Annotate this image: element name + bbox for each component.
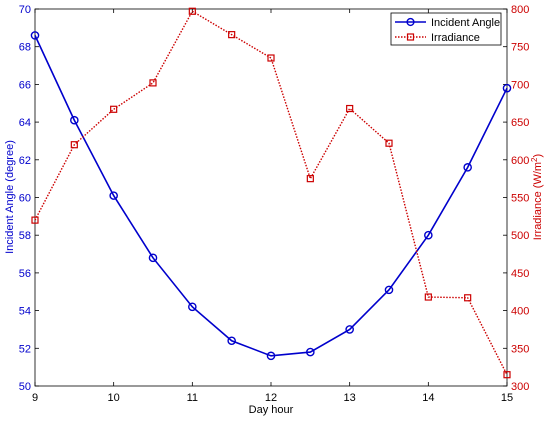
data-point-irradiance	[70, 141, 78, 149]
left-axis-label: Incident Angle (degree)	[4, 140, 16, 254]
legend-label-irradiance: Irradiance	[431, 32, 480, 44]
data-point-irradiance	[267, 54, 275, 62]
right-tick-label: 450	[511, 268, 529, 280]
data-point-incident-angle	[188, 302, 197, 312]
right-axis-label-superscript: 2	[530, 157, 539, 162]
left-tick-label: 54	[19, 306, 31, 318]
x-tick-label: 12	[265, 392, 277, 404]
legend-label-incident-angle: Incident Angle	[431, 17, 500, 29]
x-tick-label: 13	[344, 392, 356, 404]
series-incident-angle	[30, 31, 512, 361]
left-tick-label: 66	[19, 79, 31, 91]
right-tick-label: 800	[511, 4, 529, 16]
data-point-incident-angle	[345, 325, 354, 334]
left-tick-label: 56	[19, 268, 31, 280]
right-tick-label: 500	[511, 230, 529, 242]
right-axis-label-main: Irradiance (W/m	[532, 162, 544, 240]
right-tick-label: 300	[511, 381, 529, 393]
right-tick-label: 400	[511, 306, 529, 318]
data-point-incident-angle	[109, 191, 118, 200]
data-point-irradiance	[346, 104, 354, 113]
left-tick-label: 60	[19, 193, 31, 205]
data-point-irradiance	[149, 79, 157, 87]
series-line-irradiance	[34, 10, 508, 376]
right-tick-label: 650	[511, 117, 529, 129]
data-point-irradiance	[110, 105, 118, 113]
series-layer	[30, 7, 512, 379]
x-tick-label: 11	[187, 392, 198, 404]
x-tick-label: 9	[32, 392, 38, 404]
data-point-irradiance	[31, 216, 39, 224]
legend-marker-irradiance	[406, 33, 415, 41]
data-point-incident-angle	[306, 347, 315, 357]
data-point-incident-angle	[463, 163, 472, 172]
data-point-incident-angle	[384, 285, 394, 295]
data-point-irradiance	[306, 175, 314, 183]
legend-marker-incident-angle	[406, 17, 415, 27]
series-line-incident-angle	[34, 35, 508, 357]
left-axis-ticks: 50 52 54 56 58 60 62 64 66 68 70	[19, 4, 39, 393]
data-point-incident-angle	[502, 83, 512, 93]
data-point-irradiance	[464, 294, 472, 302]
data-point-irradiance	[188, 7, 196, 15]
left-tick-label: 70	[19, 4, 31, 16]
data-point-incident-angle	[70, 115, 79, 125]
right-tick-label: 750	[511, 42, 529, 54]
right-axis-label-end: )	[532, 154, 544, 158]
left-tick-label: 62	[19, 155, 31, 167]
plot-area	[34, 8, 508, 387]
legend: Incident Angle Irradiance	[390, 12, 502, 46]
data-point-irradiance	[424, 293, 432, 301]
x-tick-label: 15	[501, 392, 513, 404]
data-point-incident-angle	[30, 31, 40, 40]
right-tick-label: 700	[511, 79, 529, 91]
left-tick-label: 68	[19, 42, 31, 54]
data-point-irradiance	[385, 139, 393, 147]
x-tick-label: 10	[108, 392, 120, 404]
right-tick-label: 550	[511, 193, 529, 205]
series-irradiance	[31, 7, 511, 379]
left-tick-label: 50	[19, 381, 31, 393]
data-point-incident-angle	[424, 230, 433, 240]
data-point-incident-angle	[148, 253, 158, 263]
data-point-irradiance	[503, 371, 511, 379]
right-axis-label: Irradiance (W/m2)	[530, 154, 544, 240]
x-axis-label: Day hour	[249, 404, 294, 416]
data-point-irradiance	[228, 31, 236, 39]
data-point-incident-angle	[227, 336, 236, 346]
left-tick-label: 58	[19, 230, 31, 242]
left-tick-label: 52	[19, 343, 31, 355]
data-point-incident-angle	[266, 351, 276, 361]
right-tick-label: 600	[511, 155, 529, 167]
right-axis-ticks: 300 350 400 450 500 550 600 650 700 750 800	[503, 4, 529, 393]
plot-border	[34, 8, 508, 387]
x-axis-ticks: 9 10 11 12 13 14 15	[32, 9, 513, 404]
left-tick-label: 64	[19, 117, 31, 129]
x-tick-label: 14	[422, 392, 434, 404]
right-tick-label: 350	[511, 343, 529, 355]
